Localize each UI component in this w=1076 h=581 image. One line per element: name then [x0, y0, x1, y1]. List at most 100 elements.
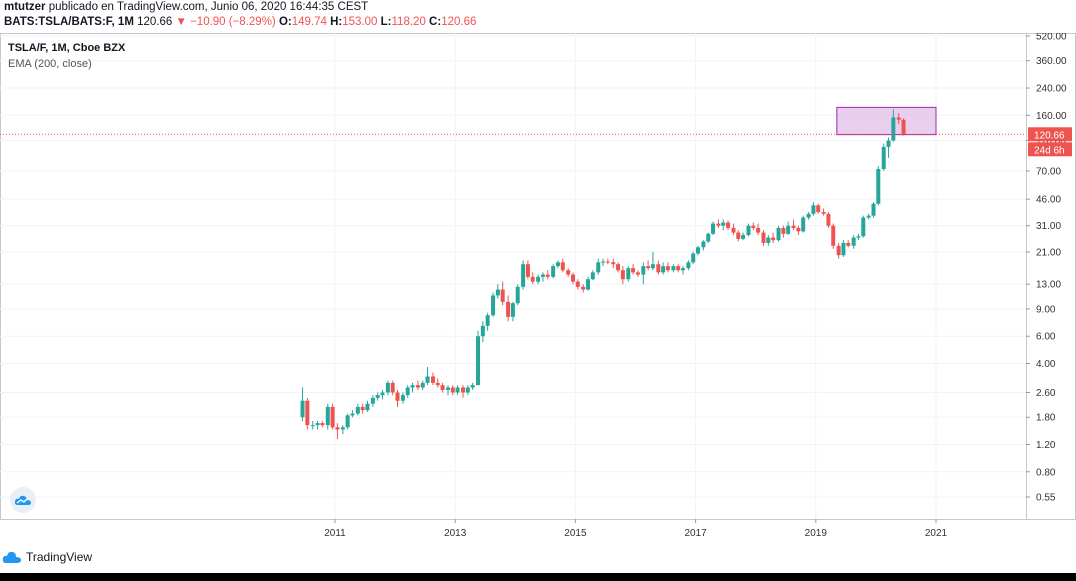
candle[interactable]: [605, 258, 610, 265]
author-name[interactable]: mtutzer: [4, 1, 46, 13]
candle[interactable]: [515, 284, 520, 306]
candle[interactable]: [355, 403, 360, 416]
candle[interactable]: [480, 321, 485, 343]
candle[interactable]: [575, 279, 580, 290]
candle[interactable]: [665, 262, 670, 273]
candle[interactable]: [340, 425, 345, 435]
candle[interactable]: [620, 266, 625, 285]
candle[interactable]: [455, 385, 460, 396]
candle[interactable]: [586, 276, 591, 291]
candle[interactable]: [776, 225, 781, 242]
candle[interactable]: [761, 230, 766, 246]
candle[interactable]: [435, 378, 440, 388]
candle[interactable]: [510, 301, 515, 322]
candle[interactable]: [711, 221, 716, 236]
candle[interactable]: [756, 223, 761, 236]
candle[interactable]: [736, 230, 741, 242]
candle[interactable]: [521, 260, 526, 290]
candle[interactable]: [846, 240, 851, 248]
candle[interactable]: [530, 272, 535, 285]
candle[interactable]: [826, 212, 831, 228]
candle[interactable]: [816, 203, 821, 214]
candle[interactable]: [410, 382, 415, 393]
candle[interactable]: [365, 400, 370, 412]
candle[interactable]: [461, 385, 466, 398]
candle[interactable]: [325, 403, 330, 430]
candle[interactable]: [300, 387, 305, 422]
legend-indicator[interactable]: EMA (200, close): [8, 58, 92, 70]
candle[interactable]: [631, 264, 636, 275]
candle[interactable]: [876, 166, 881, 206]
candle[interactable]: [491, 292, 496, 317]
candle[interactable]: [901, 118, 906, 136]
candle[interactable]: [555, 260, 560, 269]
candle[interactable]: [721, 219, 726, 231]
candle[interactable]: [866, 213, 871, 220]
candle[interactable]: [551, 264, 556, 279]
candle[interactable]: [635, 270, 640, 277]
candle[interactable]: [380, 389, 385, 400]
candle[interactable]: [601, 258, 606, 267]
candle[interactable]: [445, 385, 450, 396]
candle[interactable]: [696, 245, 701, 256]
candle[interactable]: [596, 258, 601, 275]
candle[interactable]: [500, 281, 505, 306]
candle[interactable]: [741, 232, 746, 241]
candle[interactable]: [320, 421, 325, 428]
candle[interactable]: [680, 266, 685, 275]
candle[interactable]: [395, 389, 400, 407]
candle[interactable]: [656, 260, 661, 275]
candle[interactable]: [335, 423, 340, 440]
candle[interactable]: [545, 270, 550, 280]
candle[interactable]: [796, 225, 801, 236]
candle[interactable]: [881, 143, 886, 171]
candle[interactable]: [861, 215, 866, 238]
candle[interactable]: [821, 208, 826, 216]
candle[interactable]: [886, 137, 891, 158]
candle[interactable]: [345, 413, 350, 430]
candle[interactable]: [766, 235, 771, 246]
candle[interactable]: [310, 421, 315, 430]
candle[interactable]: [841, 240, 846, 257]
candle[interactable]: [415, 380, 420, 390]
candle[interactable]: [581, 284, 586, 293]
candle[interactable]: [566, 268, 571, 277]
candle[interactable]: [370, 395, 375, 407]
candle[interactable]: [525, 260, 530, 280]
candle[interactable]: [891, 109, 896, 142]
candle[interactable]: [801, 215, 806, 233]
candle[interactable]: [871, 202, 876, 218]
candle[interactable]: [425, 366, 430, 386]
candle[interactable]: [390, 380, 395, 396]
candle[interactable]: [751, 222, 756, 231]
candle[interactable]: [450, 385, 455, 396]
candle[interactable]: [831, 223, 836, 249]
candle[interactable]: [856, 233, 861, 241]
candle[interactable]: [305, 397, 310, 430]
candle[interactable]: [590, 270, 595, 281]
candle[interactable]: [470, 382, 475, 390]
footer-brand[interactable]: TradingView: [2, 550, 92, 564]
candle[interactable]: [536, 274, 541, 285]
tradingview-badge[interactable]: [10, 487, 36, 513]
candle[interactable]: [400, 392, 405, 404]
candle[interactable]: [716, 219, 721, 228]
candle[interactable]: [686, 260, 691, 271]
candle[interactable]: [786, 221, 791, 236]
candle[interactable]: [641, 262, 646, 285]
candle[interactable]: [485, 312, 490, 331]
candle[interactable]: [465, 385, 470, 396]
candle[interactable]: [506, 295, 511, 322]
candle[interactable]: [315, 421, 320, 430]
candle[interactable]: [646, 260, 651, 271]
candle[interactable]: [360, 403, 365, 414]
candle[interactable]: [430, 372, 435, 386]
candle[interactable]: [616, 262, 621, 273]
highlight-rectangle[interactable]: [836, 106, 937, 136]
legend-symbol[interactable]: TSLA/F, 1M, Cboe BZX: [8, 42, 126, 54]
candle[interactable]: [650, 251, 655, 271]
candle[interactable]: [330, 403, 335, 430]
candle[interactable]: [791, 219, 796, 231]
candle[interactable]: [701, 240, 706, 251]
candle[interactable]: [836, 242, 841, 259]
